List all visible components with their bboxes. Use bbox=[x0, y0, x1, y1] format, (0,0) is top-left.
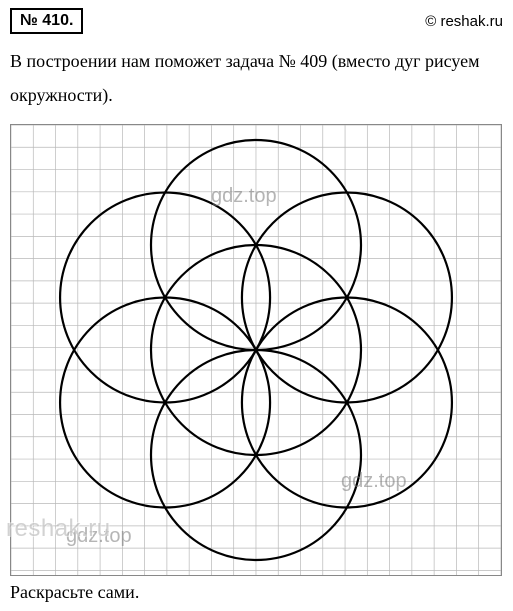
bottom-text: Раскрасьте сами. bbox=[10, 582, 503, 603]
site-credit: © reshak.ru bbox=[425, 13, 503, 30]
problem-number-box: № 410. bbox=[10, 8, 83, 34]
instruction-text: В построении нам поможет задача № 409 (в… bbox=[10, 44, 503, 112]
figure-area: gdz.top gdz.top gdz.top reshak.ru bbox=[10, 124, 502, 576]
rosette-diagram bbox=[11, 125, 501, 575]
header-row: № 410. © reshak.ru bbox=[10, 8, 503, 34]
problem-number: № 410. bbox=[20, 12, 73, 29]
